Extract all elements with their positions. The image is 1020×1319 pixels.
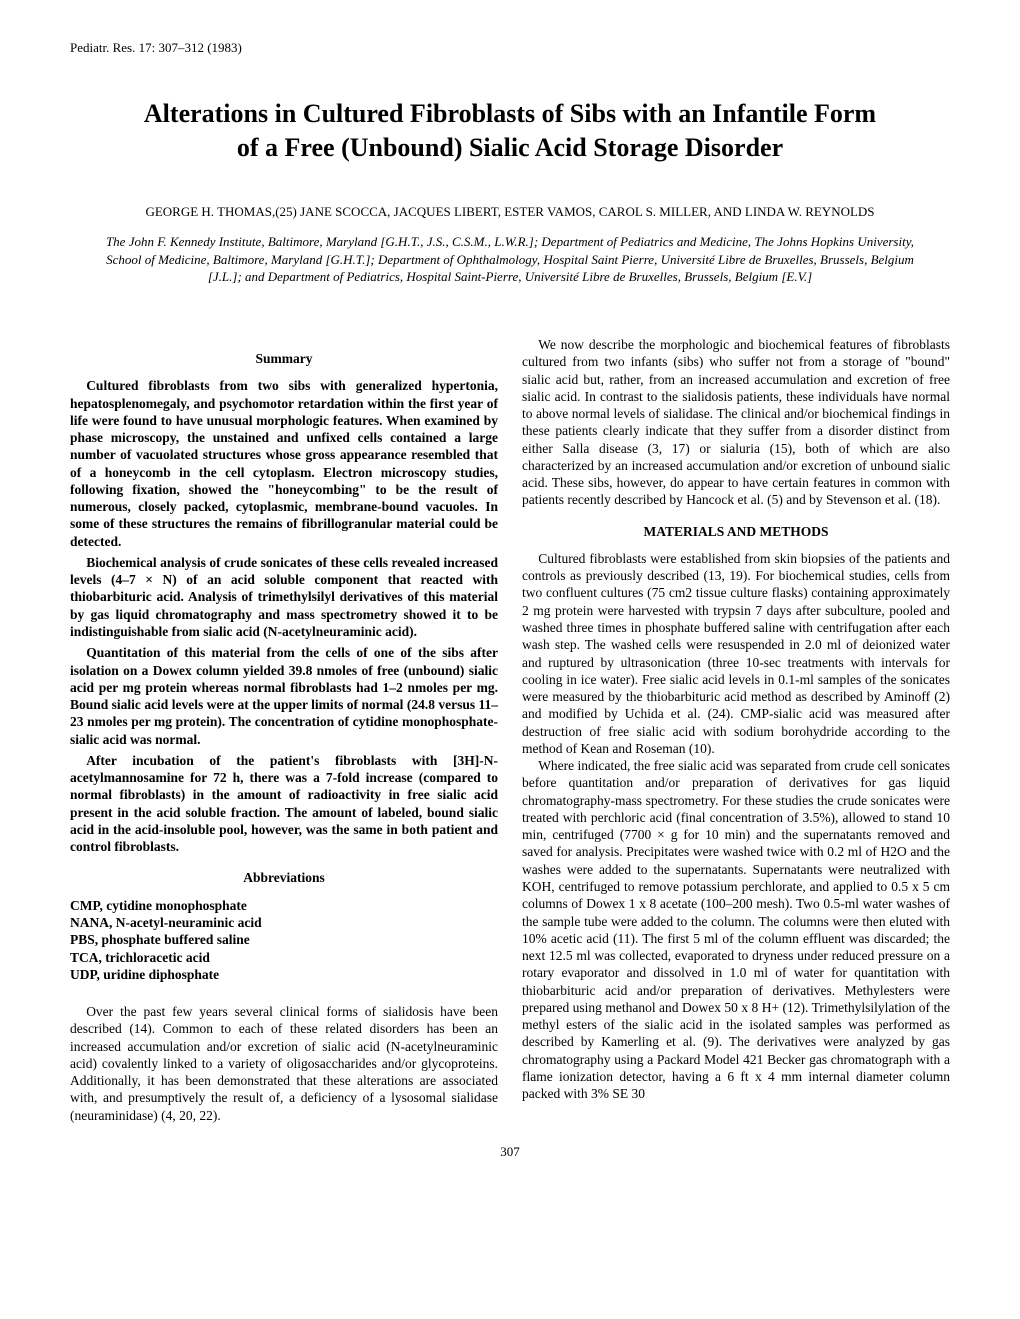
abbrev-item: TCA, trichloracetic acid bbox=[70, 949, 498, 966]
affiliations: The John F. Kennedy Institute, Baltimore… bbox=[100, 233, 920, 286]
methods-para: Cultured fibroblasts were established fr… bbox=[522, 550, 950, 757]
abbrev-item: PBS, phosphate buffered saline bbox=[70, 931, 498, 948]
summary-para: Quantitation of this material from the c… bbox=[70, 644, 498, 748]
abbrev-item: CMP, cytidine monophosphate bbox=[70, 897, 498, 914]
methods-para: Where indicated, the free sialic acid wa… bbox=[522, 757, 950, 1102]
article-title: Alterations in Cultured Fibroblasts of S… bbox=[130, 97, 890, 165]
page-number: 307 bbox=[70, 1144, 950, 1161]
abbrev-block: CMP, cytidine monophosphate NANA, N-acet… bbox=[70, 897, 498, 983]
abbrev-item: NANA, N-acetyl-neuraminic acid bbox=[70, 914, 498, 931]
journal-header: Pediatr. Res. 17: 307–312 (1983) bbox=[70, 40, 950, 57]
authors-line: GEORGE H. THOMAS,(25) JANE SCOCCA, JACQU… bbox=[70, 204, 950, 221]
methods-heading: MATERIALS AND METHODS bbox=[522, 523, 950, 540]
body-columns: Summary Cultured fibroblasts from two si… bbox=[70, 336, 950, 1124]
summary-heading: Summary bbox=[70, 350, 498, 367]
summary-para: Biochemical analysis of crude sonicates … bbox=[70, 554, 498, 640]
intro-para: Over the past few years several clinical… bbox=[70, 1003, 498, 1124]
abbrev-item: UDP, uridine diphosphate bbox=[70, 966, 498, 983]
intro-para: We now describe the morphologic and bioc… bbox=[522, 336, 950, 509]
summary-para: Cultured fibroblasts from two sibs with … bbox=[70, 377, 498, 550]
summary-para: After incubation of the patient's fibrob… bbox=[70, 752, 498, 856]
abbrev-heading: Abbreviations bbox=[70, 869, 498, 886]
